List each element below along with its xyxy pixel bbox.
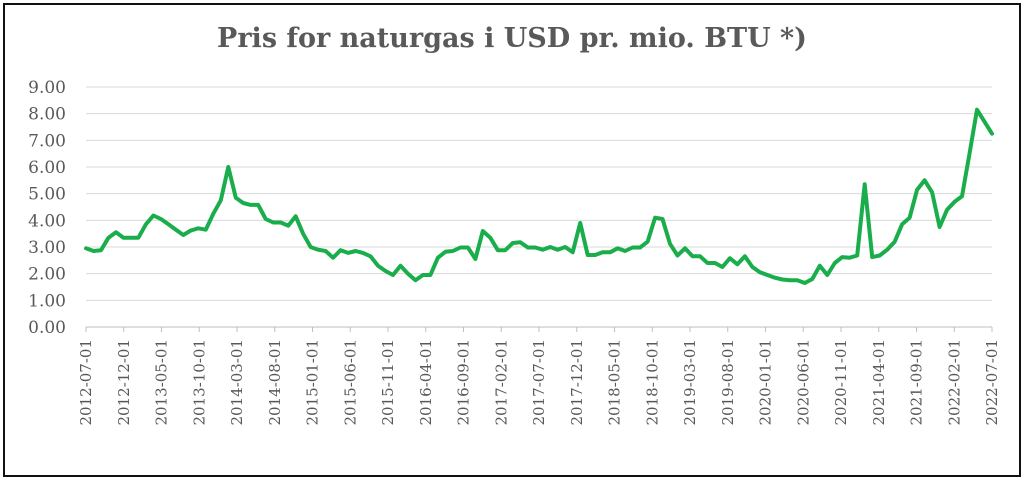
y-tick-label: 8.00 bbox=[28, 105, 66, 125]
x-tick-label: 2019-03-01 bbox=[681, 339, 699, 425]
x-tick-label: 2018-05-01 bbox=[606, 339, 624, 425]
y-tick-label: 5.00 bbox=[28, 185, 66, 205]
x-axis: 2012-07-01 2012-12-01 2013-05-01 2013-10-01… bbox=[77, 327, 1001, 425]
x-tick-label: 2015-06-01 bbox=[341, 339, 359, 425]
x-tick-label: 2020-06-01 bbox=[794, 339, 812, 425]
x-tick-label: 2013-10-01 bbox=[190, 339, 208, 425]
x-tick-label: 2020-11-01 bbox=[832, 339, 850, 425]
x-tick-label: 2013-05-01 bbox=[153, 339, 171, 425]
y-tick-label: 0.00 bbox=[28, 318, 66, 338]
x-tick-label: 2014-08-01 bbox=[266, 339, 284, 425]
y-tick-label: 9.00 bbox=[28, 78, 66, 98]
chart-frame bbox=[3, 3, 1021, 477]
series-line bbox=[84, 107, 994, 285]
y-tick-label: 2.00 bbox=[28, 265, 66, 285]
x-tick-label: 2022-02-01 bbox=[945, 339, 963, 425]
grid-lines bbox=[86, 86, 992, 328]
x-tick-label: 2021-09-01 bbox=[908, 339, 926, 425]
x-tick-label: 2017-12-01 bbox=[568, 339, 586, 425]
y-tick-label: 4.00 bbox=[28, 211, 66, 231]
x-tick-label: 2020-01-01 bbox=[757, 339, 775, 425]
x-tick-label: 2018-10-01 bbox=[643, 339, 661, 425]
x-tick-label: 2015-01-01 bbox=[304, 339, 322, 425]
x-tick-label: 2012-12-01 bbox=[115, 339, 133, 425]
x-tick-label: 2015-11-01 bbox=[379, 339, 397, 425]
x-tick-label: 2014-03-01 bbox=[228, 339, 246, 425]
y-tick-label: 1.00 bbox=[28, 291, 66, 311]
x-tick-label: 2017-02-01 bbox=[492, 339, 510, 425]
y-tick-label: 7.00 bbox=[28, 131, 66, 151]
y-tick-label: 3.00 bbox=[28, 238, 66, 258]
x-tick-label: 2021-04-01 bbox=[870, 339, 888, 425]
x-tick-label: 2016-04-01 bbox=[417, 339, 435, 425]
chart-title: Pris for naturgas i USD pr. mio. BTU *) bbox=[217, 23, 807, 54]
x-tick-label: 2012-07-01 bbox=[77, 339, 95, 425]
x-tick-label: 2022-07-01 bbox=[983, 339, 1001, 425]
y-axis: 0.00 1.00 2.00 3.00 4.00 5.00 6.00 7.00 8.00 9.00 bbox=[28, 78, 66, 338]
x-tick-label: 2017-07-01 bbox=[530, 339, 548, 425]
x-tick-label: 2019-08-01 bbox=[719, 339, 737, 425]
series-layer bbox=[84, 107, 994, 285]
x-tick-label: 2016-09-01 bbox=[455, 339, 473, 425]
y-tick-label: 6.00 bbox=[28, 158, 66, 178]
